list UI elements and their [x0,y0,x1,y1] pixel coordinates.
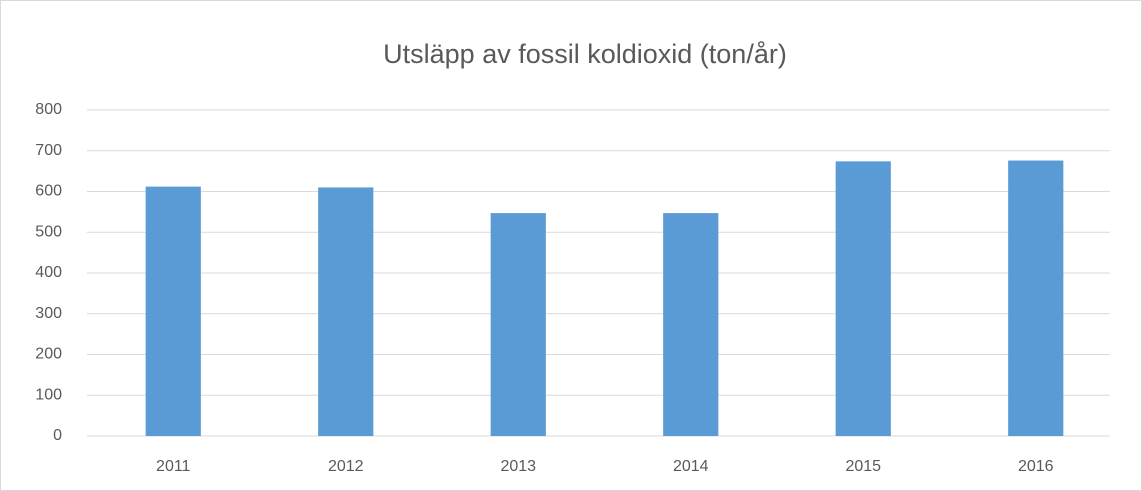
bar [490,213,546,436]
chart-title: Utsläpp av fossil koldioxid (ton/år) [383,39,787,69]
y-tick-label: 400 [35,264,62,281]
x-tick-label: 2012 [328,458,364,475]
bar [1008,160,1064,436]
x-tick-label: 2011 [156,458,191,475]
x-tick-label: 2016 [1018,458,1054,475]
y-tick-label: 700 [35,142,62,159]
bar [145,186,201,436]
x-tick-label: 2013 [500,458,536,475]
y-tick-label: 600 [35,183,62,200]
x-tick-label: 2014 [673,458,709,475]
y-tick-label: 0 [53,427,62,444]
y-tick-label: 800 [35,101,62,118]
bar [663,213,719,436]
x-tick-label: 2015 [845,458,881,475]
y-tick-label: 100 [35,386,62,403]
bar [318,187,374,436]
y-tick-label: 300 [35,305,62,322]
y-tick-label: 500 [35,223,62,240]
y-tick-label: 200 [35,346,62,363]
bar [835,161,891,436]
